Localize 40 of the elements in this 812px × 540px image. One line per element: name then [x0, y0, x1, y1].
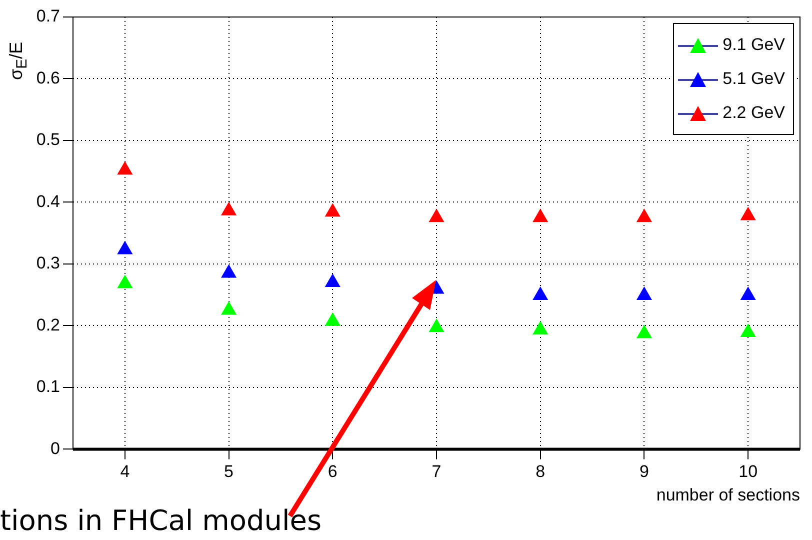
point — [636, 209, 652, 222]
point — [740, 324, 756, 338]
x-axis-title: number of sections — [656, 485, 800, 504]
point — [532, 286, 548, 300]
point — [740, 207, 756, 220]
legend-label: 9.1 GeV — [722, 34, 785, 56]
x-tick-label: 4 — [120, 462, 130, 482]
point — [221, 302, 236, 315]
point — [636, 286, 652, 300]
x-tick-label: 8 — [536, 462, 546, 482]
point — [325, 204, 340, 217]
y-tick-label: 0.2 — [36, 315, 60, 334]
point — [221, 264, 236, 278]
x-tick-label: 7 — [432, 462, 442, 482]
point — [118, 275, 132, 288]
point — [221, 202, 236, 216]
legend-label: 2.2 GeV — [722, 102, 785, 124]
y-tick-label: 0.4 — [36, 192, 60, 211]
y-tick-label: 0.6 — [36, 68, 60, 88]
y-tick-label: 0.5 — [36, 130, 60, 150]
point — [325, 274, 340, 287]
x-tick-label: 6 — [328, 462, 338, 482]
point — [740, 286, 756, 300]
point — [532, 209, 548, 222]
point — [636, 325, 652, 338]
y-tick-label: 0.3 — [36, 254, 60, 273]
point — [429, 319, 444, 332]
point — [118, 241, 132, 254]
point — [325, 312, 340, 326]
text: tions in FHCal modules — [0, 504, 322, 537]
point — [429, 209, 444, 222]
point — [118, 162, 132, 175]
x-tick-label: 5 — [224, 462, 234, 482]
x-tick-label: 10 — [738, 462, 758, 482]
legend-label: 5.1 GeV — [722, 68, 785, 90]
x-tick-label: 9 — [639, 462, 649, 482]
y-tick-label: 0 — [50, 438, 60, 458]
y-tick-label: 0.1 — [36, 377, 60, 396]
y-tick-label: 0.7 — [36, 6, 60, 26]
point — [532, 322, 548, 335]
